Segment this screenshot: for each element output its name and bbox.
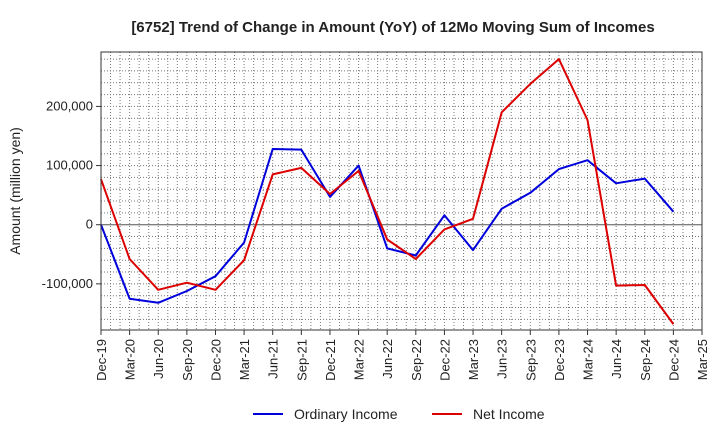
x-tick-label: Jun-22 [380,339,395,379]
y-tick-label: 200,000 [46,98,93,113]
y-tick-label: 100,000 [46,158,93,173]
x-tick-label: Sep-23 [523,339,538,381]
x-tick-label: Dec-22 [437,339,452,381]
x-tick-label: Dec-23 [552,339,567,381]
legend: Ordinary Income Net Income [253,406,545,422]
x-tick-label: Sep-24 [638,339,653,381]
x-tick-label: Sep-20 [180,339,195,381]
x-tick-label: Sep-22 [409,339,424,381]
x-tick-label: Jun-23 [495,339,510,379]
x-tick-label: Mar-21 [237,339,252,380]
x-tick-label: Dec-19 [94,339,109,381]
y-ticks: -100,000 0 100,000 200,000 [42,98,101,291]
x-tick-label: Mar-25 [695,339,710,380]
plot-frame [100,51,703,331]
x-tick-label: Jun-24 [609,339,624,379]
x-tick-label: Jun-20 [151,339,166,379]
x-tick-label: Mar-23 [466,339,481,380]
y-axis-label: Amount (million yen) [7,127,23,255]
x-tick-label: Mar-20 [123,339,138,380]
x-tick-label: Dec-20 [208,339,223,381]
grid [101,52,702,330]
chart-title: [6752] Trend of Change in Amount (YoY) o… [131,19,654,36]
x-tick-label: Mar-24 [581,339,596,380]
legend-label-ordinary-income: Ordinary Income [294,406,398,422]
x-tick-label: Sep-21 [294,339,309,381]
y-tick-label: -100,000 [42,276,93,291]
legend-label-net-income: Net Income [473,406,545,422]
series-lines [100,58,675,325]
x-tick-label: Dec-21 [323,339,338,381]
series-line-net-income [100,58,675,325]
y-tick-label: 0 [86,217,93,232]
x-tick-label: Jun-21 [266,339,281,379]
x-ticks: Dec-19 Mar-20 Jun-20 Sep-20 Dec-20 Mar-21 Jun-… [94,330,710,381]
x-tick-label: Dec-24 [666,339,681,381]
x-tick-label: Mar-22 [352,339,367,380]
